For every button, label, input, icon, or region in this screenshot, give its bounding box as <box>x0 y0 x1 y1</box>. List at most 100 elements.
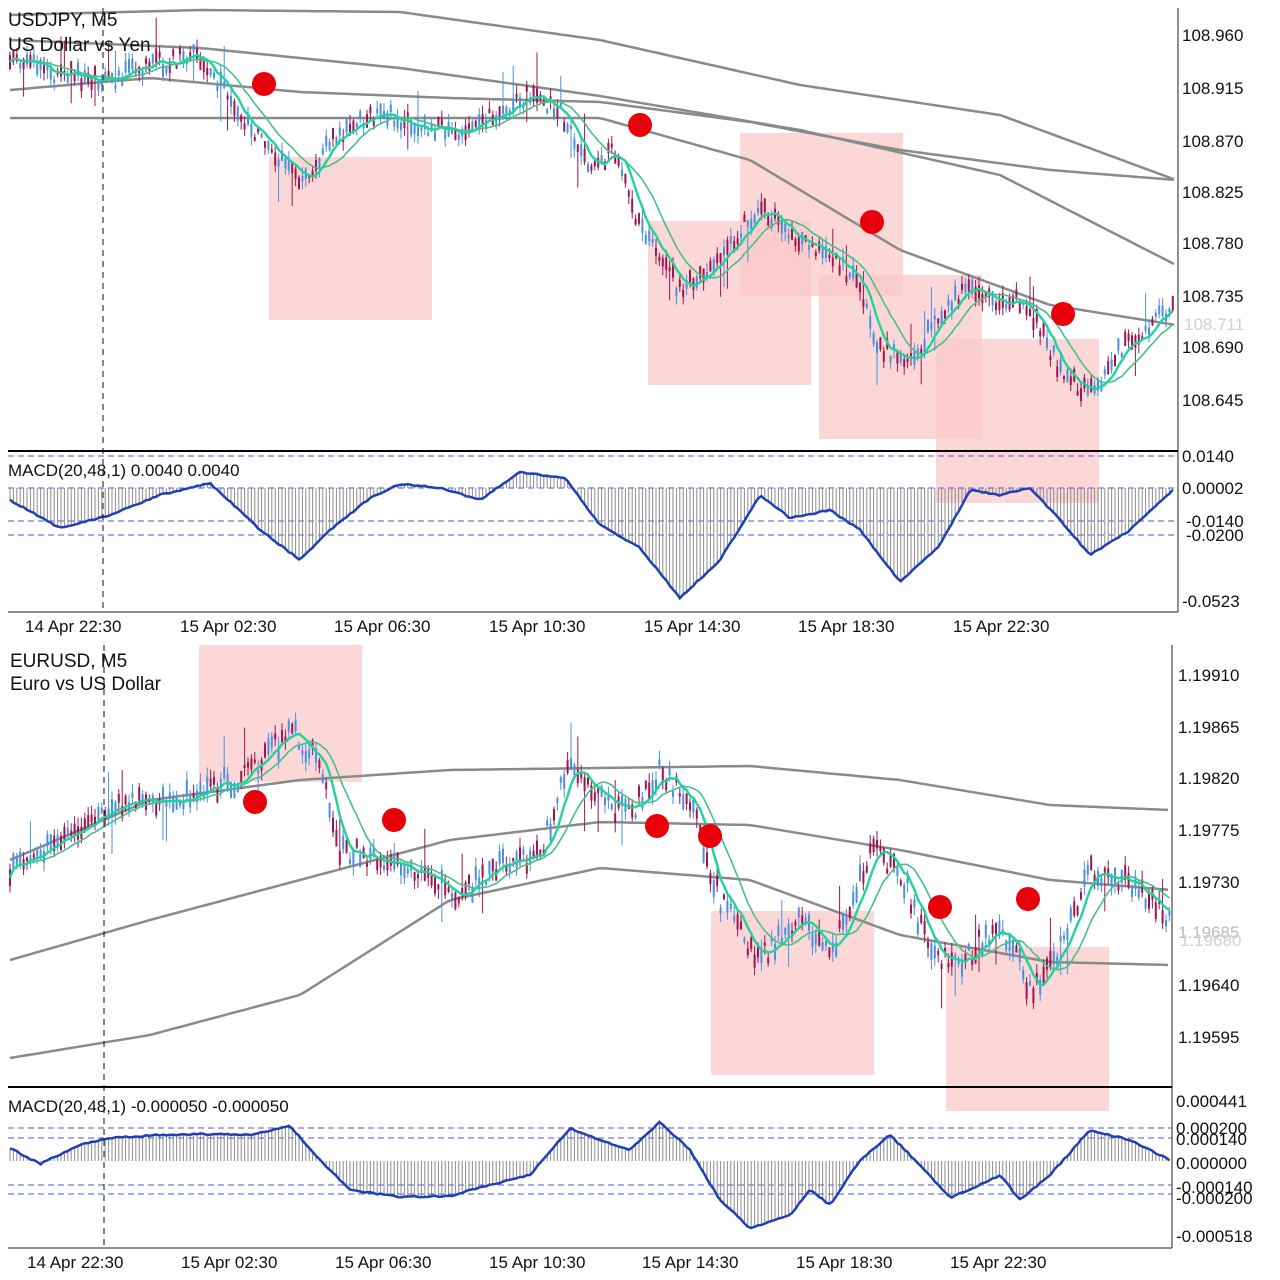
candle-body <box>923 920 926 935</box>
candle-body <box>410 120 413 136</box>
usdjpy-chart[interactable]: USDJPY, M5 US Dollar vs Yen 108.960 108.… <box>8 8 1244 636</box>
indicator-tick: -0.0140 <box>1186 512 1244 531</box>
candle-body <box>1131 888 1133 897</box>
candle-body <box>1059 935 1062 942</box>
candle-body <box>1049 356 1052 361</box>
candle-body <box>471 886 474 903</box>
candle-body <box>859 282 861 293</box>
candle-body <box>899 353 902 363</box>
candle-body <box>583 148 586 163</box>
candle-body <box>179 47 181 55</box>
candle-body <box>910 904 912 914</box>
candle-body <box>403 865 406 879</box>
candle-body <box>413 125 416 134</box>
candle-body <box>522 849 525 855</box>
candle-body <box>1165 919 1167 927</box>
fast-moving-average <box>8 732 1171 986</box>
candle-body <box>692 798 695 813</box>
candle-body <box>665 780 668 791</box>
price-tick: 1.19730 <box>1178 873 1239 892</box>
candle-body <box>488 108 491 114</box>
candle-body <box>937 951 940 956</box>
candle-body <box>15 855 18 867</box>
candle-body <box>145 58 147 64</box>
candle-body <box>583 777 586 792</box>
candle-body <box>457 134 460 140</box>
candle-body <box>66 827 69 837</box>
candle-body <box>655 779 657 790</box>
indicator-tick: -0.000140 <box>1176 1178 1253 1197</box>
candle-body <box>502 848 504 864</box>
candle-body <box>393 120 396 127</box>
candle-body <box>665 257 668 270</box>
candle-body <box>1025 982 1028 999</box>
candle-body <box>556 107 559 118</box>
candle-body <box>978 285 980 299</box>
candle-body <box>1154 312 1157 317</box>
candle-body <box>434 131 436 142</box>
current-price-label: 1.19680 <box>1180 931 1241 950</box>
candle-body <box>117 70 120 76</box>
candle-body <box>63 826 66 843</box>
candle-body <box>842 913 844 930</box>
candle-body <box>247 762 249 768</box>
candle-body <box>1042 322 1045 336</box>
candle-body <box>1137 888 1140 898</box>
candle-body <box>794 239 797 247</box>
candle-body <box>1039 330 1042 337</box>
candle-body <box>406 868 409 874</box>
candle-body <box>447 887 450 892</box>
candle-body <box>396 115 399 129</box>
candle-body <box>114 801 117 817</box>
candle-body <box>1117 338 1120 351</box>
candle-body <box>250 758 253 770</box>
candle-body <box>9 869 11 886</box>
candle-body <box>804 917 807 924</box>
candle-body <box>750 218 753 229</box>
candle-body <box>512 99 515 114</box>
candle-body <box>974 286 977 301</box>
candle-body <box>267 738 270 755</box>
candle-body <box>712 259 715 273</box>
candle-body <box>566 760 569 773</box>
candle-body <box>658 256 661 261</box>
candle-body <box>624 174 627 184</box>
candle-body <box>155 803 158 816</box>
candle-body <box>610 143 613 148</box>
candle-body <box>760 947 763 963</box>
candle-body <box>457 896 460 904</box>
candle-body <box>927 319 929 333</box>
candle-body <box>634 218 637 225</box>
candle-body <box>423 865 426 881</box>
candle-body <box>107 70 110 79</box>
candle-body <box>1083 869 1086 887</box>
candle-body <box>838 264 841 275</box>
candle-body <box>876 840 878 849</box>
candle-body <box>420 865 423 873</box>
time-label: 15 Apr 22:30 <box>950 1253 1046 1272</box>
top-signal-dots <box>252 72 1075 326</box>
candle-body <box>889 854 892 867</box>
candle-body <box>733 240 736 252</box>
candle-body <box>267 141 270 150</box>
candle-body <box>706 852 708 867</box>
candle-body <box>1035 972 1038 982</box>
candle-body <box>243 123 246 130</box>
candle-body <box>566 124 569 132</box>
candle-body <box>301 175 304 182</box>
candle-body <box>709 261 712 272</box>
indicator-tick: 0.000200 <box>1176 1119 1247 1138</box>
candle-body <box>631 198 634 213</box>
eurusd-chart[interactable]: EURUSD, M5 Euro vs US Dollar 1.19910 1.1… <box>8 645 1253 1272</box>
candle-body <box>668 267 671 271</box>
candle-body <box>944 310 946 319</box>
candle-body <box>811 242 814 248</box>
candle-body <box>668 768 671 776</box>
candle-body <box>889 355 892 363</box>
candle-body <box>780 219 783 234</box>
candle-body <box>430 122 433 132</box>
price-tick: 1.19910 <box>1178 666 1239 685</box>
candle-body <box>277 746 280 761</box>
candle-body <box>342 835 345 850</box>
candle-body <box>185 779 188 795</box>
